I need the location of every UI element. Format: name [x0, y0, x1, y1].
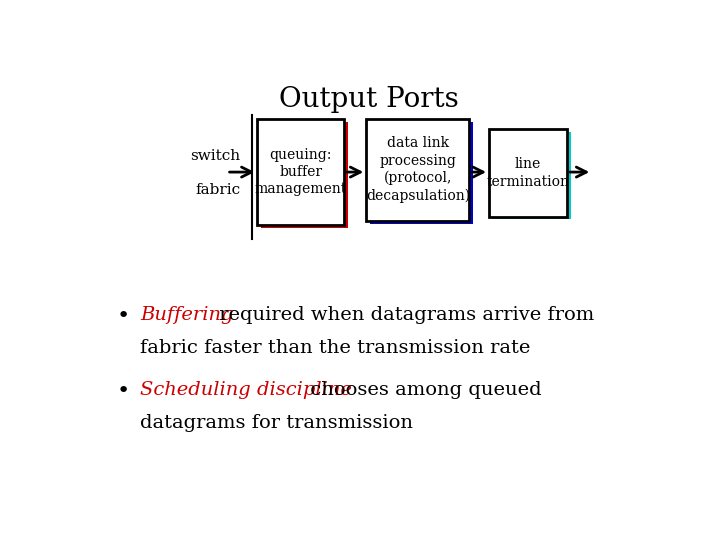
Bar [261, 122, 348, 228]
Text: Output Ports: Output Ports [279, 85, 459, 113]
Text: line
termination: line termination [487, 157, 570, 188]
Bar [370, 122, 473, 224]
Text: required when datagrams arrive from: required when datagrams arrive from [212, 306, 594, 324]
Text: queuing:
buffer
management: queuing: buffer management [255, 147, 347, 196]
Bar [489, 129, 567, 217]
Text: •: • [117, 381, 130, 401]
Text: data link
processing
(protocol,
decapsulation): data link processing (protocol, decapsul… [366, 136, 470, 203]
Text: Scheduling discipline: Scheduling discipline [140, 381, 352, 399]
Text: fabric faster than the transmission rate: fabric faster than the transmission rate [140, 339, 531, 357]
Bar [366, 119, 469, 221]
Text: fabric: fabric [196, 183, 240, 197]
Bar [258, 119, 344, 225]
Text: switch: switch [191, 149, 240, 163]
Text: datagrams for transmission: datagrams for transmission [140, 414, 413, 432]
Bar [493, 132, 571, 219]
Text: •: • [117, 306, 130, 326]
Text: chooses among queued: chooses among queued [305, 381, 542, 399]
Text: Buffering: Buffering [140, 306, 234, 324]
